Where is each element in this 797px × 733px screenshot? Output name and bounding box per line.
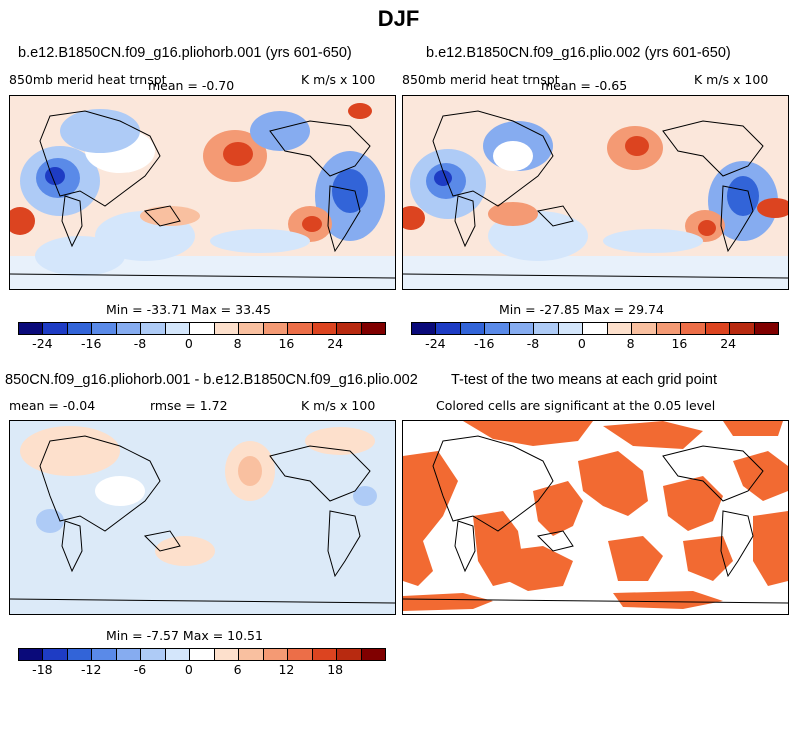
colorbar-swatch (214, 649, 240, 660)
colorbar-tick-label: 0 (184, 336, 193, 351)
panel2-title: b.e12.B1850CN.f09_g16.plio.002 (yrs 601-… (426, 45, 731, 61)
colorbar-swatch (19, 323, 44, 334)
colorbar-swatch (436, 323, 461, 334)
panel3-title: 850CN.f09_g16.pliohorb.001 - b.e12.B1850… (5, 372, 418, 388)
colorbar-swatch (67, 649, 93, 660)
colorbar-tick-label: 6 (233, 662, 242, 677)
colorbar-swatch (263, 649, 289, 660)
colorbar-tick-label: -16 (473, 336, 495, 351)
colorbar-tick-label: 0 (184, 662, 193, 677)
panel4-title: T-test of the two means at each grid poi… (451, 372, 717, 388)
colorbar-swatch (43, 649, 68, 660)
panel4-map (402, 420, 789, 615)
colorbar-swatch (263, 323, 289, 334)
colorbar-swatch (656, 323, 682, 334)
panel2-map (402, 95, 789, 290)
colorbar-tick-label: 24 (327, 336, 344, 351)
panel3-units: K m/s x 100 (301, 398, 376, 413)
colorbar-swatch (730, 323, 755, 334)
colorbar-swatch (190, 649, 215, 660)
colorbar-swatch (141, 323, 166, 334)
colorbar-swatch (754, 323, 779, 334)
panel1-map (9, 95, 396, 290)
colorbar-tick-label: -24 (32, 336, 53, 351)
colorbar-swatch (190, 323, 215, 334)
colorbar-swatch (583, 323, 608, 334)
colorbar-swatch (705, 323, 731, 334)
colorbar-tick-label: 18 (327, 662, 344, 677)
figure-title: DJF (377, 6, 420, 31)
panel3-field (10, 421, 395, 614)
colorbar-swatch (19, 649, 44, 660)
colorbar-swatch (412, 323, 437, 334)
panel3-map (9, 420, 396, 615)
panel1-variable-label: 850mb merid heat trnspt (9, 72, 167, 87)
colorbar-swatch (632, 323, 657, 334)
colorbar-swatch (92, 323, 117, 334)
panel2-field (403, 96, 788, 289)
colorbar-swatch (534, 323, 559, 334)
colorbar-tick-label: 8 (233, 336, 242, 351)
colorbar-tick-label: 0 (577, 336, 586, 351)
colorbar-swatch (165, 649, 191, 660)
colorbar-swatch (165, 323, 191, 334)
colorbar-swatch (558, 323, 584, 334)
colorbar-swatch (239, 323, 264, 334)
colorbar-swatch (460, 323, 486, 334)
colorbar-tick-label: -24 (425, 336, 446, 351)
panel1-mean-label: mean = -0.70 (148, 78, 235, 93)
colorbar-tick-label: 12 (278, 662, 295, 677)
panel2-colorbar (411, 322, 779, 335)
colorbar-swatch (67, 323, 93, 334)
colorbar-tick-label: 8 (626, 336, 635, 351)
panel4-subtitle: Colored cells are significant at the 0.0… (436, 398, 716, 413)
colorbar-swatch (485, 323, 510, 334)
colorbar-tick-label: 16 (671, 336, 688, 351)
colorbar-tick-label: 16 (278, 336, 295, 351)
panel2-mean-label: mean = -0.65 (541, 78, 628, 93)
panel2-units: K m/s x 100 (694, 72, 769, 87)
panel1-colorbar (18, 322, 386, 335)
colorbar-swatch (337, 323, 362, 334)
colorbar-tick-label: -12 (80, 662, 102, 677)
panel2-minmax: Min = -27.85 Max = 29.74 (499, 302, 664, 317)
colorbar-swatch (607, 323, 633, 334)
panel1-field (10, 96, 395, 289)
panel2-variable-label: 850mb merid heat trnspt (402, 72, 560, 87)
colorbar-swatch (43, 323, 68, 334)
colorbar-tick-label: -8 (526, 336, 540, 351)
panel3-rmse-label: rmse = 1.72 (150, 398, 228, 413)
panel1-title: b.e12.B1850CN.f09_g16.pliohorb.001 (yrs … (18, 45, 352, 61)
colorbar-swatch (361, 323, 386, 334)
colorbar-swatch (361, 649, 386, 660)
colorbar-swatch (681, 323, 706, 334)
colorbar-tick-label: -8 (133, 336, 147, 351)
panel1-units: K m/s x 100 (301, 72, 376, 87)
colorbar-swatch (288, 323, 313, 334)
colorbar-tick-label: 24 (720, 336, 737, 351)
panel3-mean-label: mean = -0.04 (9, 398, 96, 413)
colorbar-swatch (116, 323, 142, 334)
colorbar-swatch (92, 649, 117, 660)
colorbar-swatch (312, 649, 338, 660)
colorbar-swatch (239, 649, 264, 660)
colorbar-swatch (214, 323, 240, 334)
colorbar-swatch (312, 323, 338, 334)
colorbar-swatch (116, 649, 142, 660)
colorbar-swatch (509, 323, 535, 334)
colorbar-swatch (141, 649, 166, 660)
colorbar-tick-label: -18 (32, 662, 53, 677)
colorbar-tick-label: -6 (133, 662, 147, 677)
colorbar-swatch (288, 649, 313, 660)
colorbar-tick-label: -16 (80, 336, 102, 351)
panel1-minmax: Min = -33.71 Max = 33.45 (106, 302, 271, 317)
colorbar-swatch (337, 649, 362, 660)
panel3-minmax: Min = -7.57 Max = 10.51 (106, 628, 263, 643)
panel4-significance (403, 421, 788, 614)
panel3-colorbar (18, 648, 386, 661)
